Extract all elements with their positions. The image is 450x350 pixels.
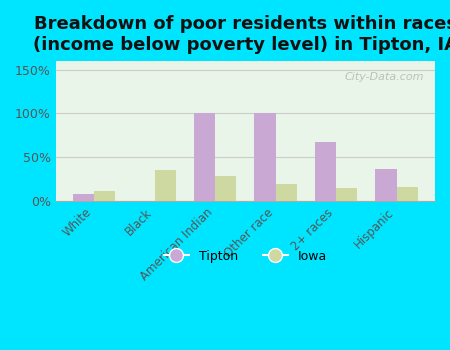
- Legend: Tipton, Iowa: Tipton, Iowa: [159, 245, 332, 268]
- Bar: [336, 188, 357, 201]
- Bar: [94, 191, 115, 201]
- Bar: [396, 187, 418, 201]
- Bar: [73, 194, 94, 201]
- Bar: [155, 170, 176, 201]
- Bar: [315, 141, 336, 201]
- Bar: [275, 184, 297, 201]
- Bar: [254, 113, 275, 201]
- Bar: [194, 113, 215, 201]
- Text: City-Data.com: City-Data.com: [344, 72, 423, 82]
- Bar: [375, 169, 396, 201]
- Title: Breakdown of poor residents within races
(income below poverty level) in Tipton,: Breakdown of poor residents within races…: [33, 15, 450, 54]
- Bar: [215, 176, 236, 201]
